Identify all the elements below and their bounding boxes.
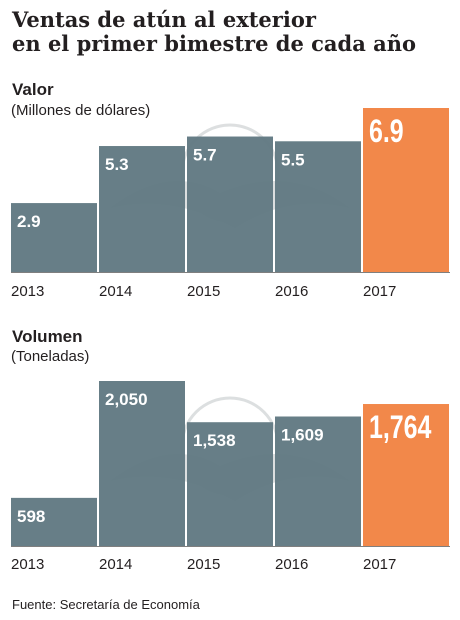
x-tick-label-2017: 2017 — [363, 283, 396, 300]
bar-2017 — [363, 404, 449, 546]
data-label-2017: 1,764 — [369, 410, 431, 446]
valor-section-subtitle: (Millones de dólares) — [11, 102, 151, 119]
volumen-section-title: Volumen — [12, 327, 83, 346]
bar-2016 — [275, 416, 361, 546]
bar-2015 — [187, 422, 273, 546]
data-label-2016: 1,609 — [281, 425, 324, 444]
bar-2013 — [11, 497, 97, 546]
title-line-1: Ventas de atún al exterior — [12, 7, 316, 32]
bar-2016 — [275, 141, 361, 272]
data-label-2013: 598 — [17, 507, 45, 526]
bars — [11, 108, 449, 272]
bar-2017 — [363, 108, 449, 272]
data-label-2015: 1,538 — [193, 431, 236, 450]
x-tick-label-2013: 2013 — [11, 283, 44, 300]
bar-2014 — [99, 381, 185, 546]
x-tick-label-2014: 2014 — [99, 283, 132, 300]
bar-2014 — [99, 146, 185, 272]
bar-2013 — [11, 203, 97, 272]
x-tick-label-2015: 2015 — [187, 283, 220, 300]
valor-bar-chart: 2.9 2013 5.3 2014 5.7 2015 5.5 2016 6.9 2017 — [11, 108, 450, 300]
source-note: Fuente: Secretaría de Economía — [12, 597, 200, 612]
x-tick-label-2015: 2015 — [187, 556, 220, 573]
volumen-bar-chart: 598 2013 2,050 2014 1,538 2015 1,609 2016 1,764 2… — [11, 381, 450, 573]
x-tick-label-2017: 2017 — [363, 556, 396, 573]
x-tick-label-2016: 2016 — [275, 556, 308, 573]
data-label-2014: 5.3 — [105, 155, 129, 174]
data-label-2013: 2.9 — [17, 212, 41, 231]
data-label-2015: 5.7 — [193, 146, 217, 165]
bar-2015 — [187, 136, 273, 272]
chart-title: Ventas de atún al exterior en el primer … — [12, 8, 452, 56]
x-tick-label-2013: 2013 — [11, 556, 44, 573]
data-label-2014: 2,050 — [105, 390, 148, 409]
data-label-2016: 5.5 — [281, 150, 305, 169]
valor-section-title: Valor — [12, 80, 54, 99]
volumen-section-subtitle: (Toneladas) — [11, 348, 90, 365]
bars — [11, 381, 449, 546]
x-tick-label-2014: 2014 — [99, 556, 132, 573]
title-line-2: en el primer bimestre de cada año — [12, 31, 417, 56]
x-tick-label-2016: 2016 — [275, 283, 308, 300]
data-label-2017: 6.9 — [369, 114, 404, 150]
